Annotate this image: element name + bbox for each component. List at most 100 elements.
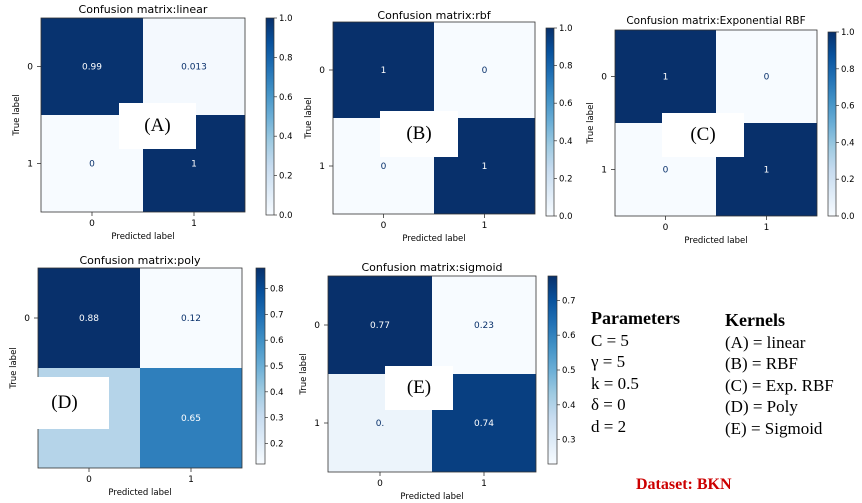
matrix-cell-d-00 <box>38 268 140 368</box>
kernels-block: Kernels (A) = linear (B) = RBF (C) = Exp… <box>725 310 834 439</box>
kernel-line: (B) = RBF <box>725 354 798 373</box>
colorbar-tick-label-a: 0.0 <box>279 211 292 221</box>
panel-b-overlay-label: (B) <box>380 111 458 157</box>
colorbar-tick-label-c: 0.8 <box>841 65 855 75</box>
colorbar-tick-label-b: 0.2 <box>559 174 573 184</box>
kernel-line: (E) = Sigmoid <box>725 418 823 438</box>
x-tick-label-c: 1 <box>764 223 770 233</box>
chart-title-c: Confusion matrix:Exponential RBF <box>626 15 805 27</box>
cell-label-c-00: 1 <box>663 73 669 83</box>
confusion-matrix-b: Confusion matrix:rbf 1 0 0 1 0 1 0 1 Predicted la… <box>304 9 573 244</box>
cell-label-e-01: 0.23 <box>474 321 494 331</box>
panel-a-overlay-label: (A) <box>119 103 196 149</box>
y-tick-label-d: 0 <box>24 314 30 324</box>
x-axis-label-d: Predicted label <box>108 488 171 498</box>
panel-b: Confusion matrix:rbf 1 0 0 1 0 1 0 1 Predicted la… <box>292 0 584 248</box>
matrix-frame-a <box>40 17 246 213</box>
colorbar-tick-label-a: 0.4 <box>279 132 292 142</box>
matrix-cell-d-01 <box>140 268 242 368</box>
colorbar-tick-label-d: 0.5 <box>270 362 284 372</box>
cell-label-a-11: 1 <box>191 160 197 170</box>
cell-label-b-01: 0 <box>482 66 488 76</box>
colorbar-tick-label-b: 0.0 <box>559 212 573 222</box>
x-tick-label-d: 0 <box>86 475 92 485</box>
matrix-cell-e-00 <box>328 276 432 374</box>
matrix-frame-c <box>614 29 818 217</box>
colorbar-tick-label-a: 0.6 <box>279 93 292 103</box>
matrix-cell-d-11 <box>140 368 242 468</box>
kernel-line: (D) = Poly <box>725 397 798 416</box>
colorbar-tick-label-e: 0.3 <box>562 436 576 446</box>
colorbar-e <box>547 275 558 465</box>
colorbar-tick-label-d: 0.6 <box>270 336 284 346</box>
chart-title-b: Confusion matrix:rbf <box>377 9 491 22</box>
chart-title-d: Confusion matrix:poly <box>79 254 201 267</box>
y-tick-label-e: 0 <box>314 321 320 331</box>
y-tick-label-a: 1 <box>27 160 33 170</box>
kernels-heading: Kernels <box>725 310 785 330</box>
colorbar-tick-label-c: 0.6 <box>841 102 855 112</box>
cell-label-b-00: 1 <box>381 66 387 76</box>
colorbar-tick-label-b: 0.6 <box>559 99 573 109</box>
kernel-line: (A) = linear <box>725 332 806 352</box>
cell-label-d-01: 0.12 <box>181 314 201 324</box>
parameter-line: k = 0.5 <box>591 373 639 393</box>
panel-c-overlay-label: (C) <box>662 113 744 157</box>
matrix-cell-a-00 <box>41 18 143 115</box>
colorbar-tick-label-c: 0.0 <box>841 212 855 222</box>
y-tick-label-a: 0 <box>27 63 33 73</box>
panel-a: Confusion matrix:linear 0.99 0.013 0 1 0 1 0 1 Pr… <box>0 0 293 248</box>
panel-d-overlay-label: (D) <box>20 377 109 429</box>
x-tick-label-b: 0 <box>381 221 387 231</box>
panel-e-overlay-label: (E) <box>385 366 453 410</box>
colorbar-tick-label-a: 1.0 <box>279 14 292 24</box>
x-tick-label-b: 1 <box>482 221 488 231</box>
panel-e: Confusion matrix:sigmoid 0.77 0.23 0. 0.74 0 1… <box>292 250 584 502</box>
parameter-line: d = 2 <box>591 416 627 436</box>
cell-label-a-10: 0 <box>89 160 95 170</box>
colorbar-tick-label-e: 0.5 <box>562 366 576 376</box>
y-axis-label-b: True label <box>304 97 314 139</box>
y-axis-label-c: True label <box>586 102 596 144</box>
cell-label-d-11: 0.65 <box>181 414 201 424</box>
panel-d: Confusion matrix:poly0.880.120.650101Pre… <box>0 250 292 499</box>
x-tick-label-d: 1 <box>188 475 194 485</box>
matrix-frame-b <box>332 21 536 215</box>
cell-label-b-10: 0 <box>381 162 387 172</box>
y-tick-label-c: 0 <box>601 73 607 83</box>
colorbar-tick-label-a: 0.8 <box>279 53 292 63</box>
y-tick-label-b: 1 <box>319 162 325 172</box>
y-tick-label-b: 0 <box>319 66 325 76</box>
chart-title-e: Confusion matrix:sigmoid <box>361 261 502 274</box>
cell-label-a-00: 0.99 <box>82 63 102 73</box>
colorbar-tick-label-a: 0.2 <box>279 172 292 182</box>
matrix-frame-d <box>37 267 243 469</box>
y-axis-label-a: True label <box>12 94 22 136</box>
parameter-line: C = 5 <box>591 330 629 350</box>
parameter-line: γ = 5 <box>591 352 626 371</box>
matrix-cell-c-01 <box>716 30 817 123</box>
panel-c: Confusion matrix:Exponential RBF 1 0 0 1 0 1 0 1… <box>584 0 862 248</box>
cell-label-e-11: 0.74 <box>474 419 494 429</box>
cell-label-c-01: 0 <box>764 73 770 83</box>
colorbar-tick-label-d: 0.4 <box>270 388 284 398</box>
colorbar-tick-label-d: 0.8 <box>270 285 284 295</box>
cell-label-c-11: 1 <box>764 166 770 176</box>
matrix-cell-a-01 <box>143 18 245 115</box>
colorbar-tick-label-e: 0.4 <box>562 401 576 411</box>
matrix-cell-e-01 <box>432 276 536 374</box>
colorbar-tick-label-b: 0.8 <box>559 62 573 72</box>
cell-label-d-00: 0.88 <box>79 314 99 324</box>
colorbar-tick-label-b: 1.0 <box>559 24 573 34</box>
cell-label-e-10: 0. <box>376 419 385 429</box>
matrix-cell-b-01 <box>434 22 535 118</box>
parameters-block: Parameters C = 5 γ = 5 k = 0.5 δ = 0 d =… <box>591 308 680 437</box>
cell-label-b-11: 1 <box>482 162 488 172</box>
x-tick-label-e: 0 <box>377 479 383 489</box>
colorbar-tick-label-e: 0.7 <box>562 296 576 306</box>
y-axis-label-d: True label <box>9 347 19 389</box>
colorbar-tick-label-d: 0.7 <box>270 310 284 320</box>
colorbar-tick-label-d: 0.2 <box>270 439 284 449</box>
matrix-frame-e <box>327 275 537 473</box>
colorbar-c <box>827 31 837 217</box>
